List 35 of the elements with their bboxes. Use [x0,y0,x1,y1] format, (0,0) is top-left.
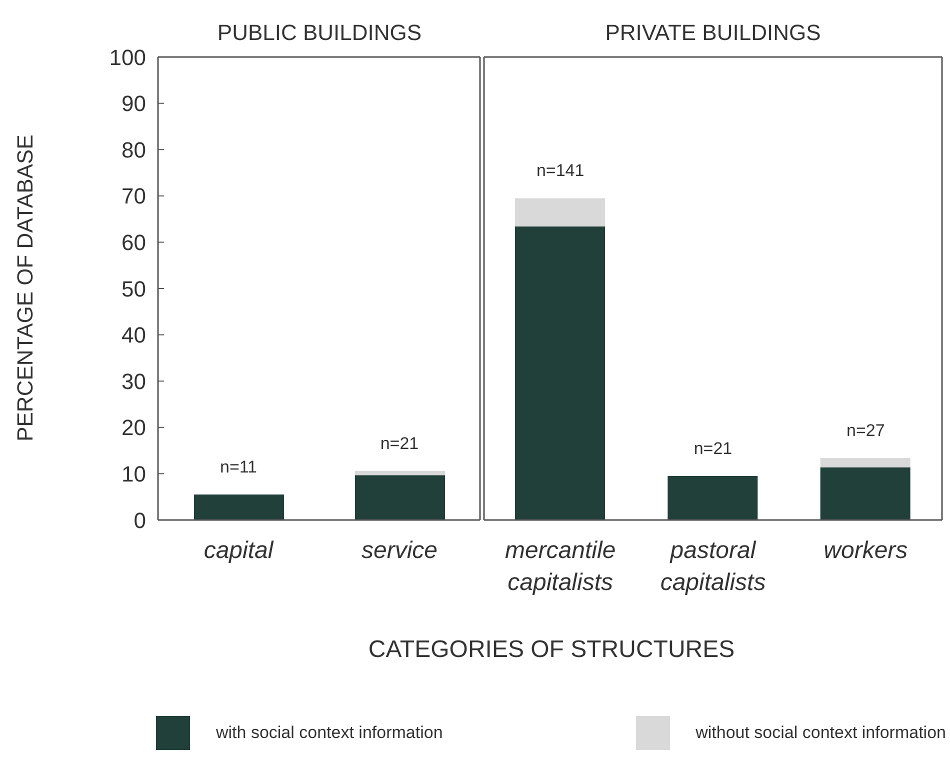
annotation: n=11 [220,458,258,477]
y-tick-label: 100 [109,44,146,70]
bar [194,494,284,520]
y-tick-label: 10 [122,462,146,487]
bar [355,475,445,520]
y-tick-label: 70 [122,184,146,209]
bar [820,467,910,520]
x-tick-label: service [361,537,438,564]
legend-label: without social context information [696,723,946,743]
x-tick-label: mercantile capitalists [504,537,616,596]
y-tick-label: 0 [134,508,146,533]
annotation: n=141 [536,161,584,180]
x-tick-label: capital [204,537,274,564]
chart-title: PRIVATE BUILDINGS [604,20,822,46]
y-tick-label: 60 [122,230,146,256]
annotation: n=21 [380,434,419,453]
bar [355,470,445,476]
bar [668,476,758,520]
y-tick-label: 20 [122,415,146,440]
y-tick-label: 90 [122,91,146,116]
annotation: n=27 [846,420,885,440]
bar [820,458,910,468]
chart-title: PUBLIC BUILDINGS [216,20,423,46]
annotation: n=21 [694,439,732,458]
bar [515,198,605,226]
legend-label: with social context information [216,723,443,743]
y-tick-label: 50 [122,276,146,302]
x-axis-title: CATEGORIES OF STRUCTURES [367,636,736,664]
x-tick-label: pastoral capitalists [660,537,766,596]
y-tick-label: 40 [122,322,146,348]
y-tick-label: 80 [122,137,146,162]
y-tick-label: 30 [122,368,146,394]
bar [515,226,605,520]
x-tick-label: workers [824,537,908,564]
y-axis-title: PERCENTAGE OF DATABASE [12,134,38,442]
